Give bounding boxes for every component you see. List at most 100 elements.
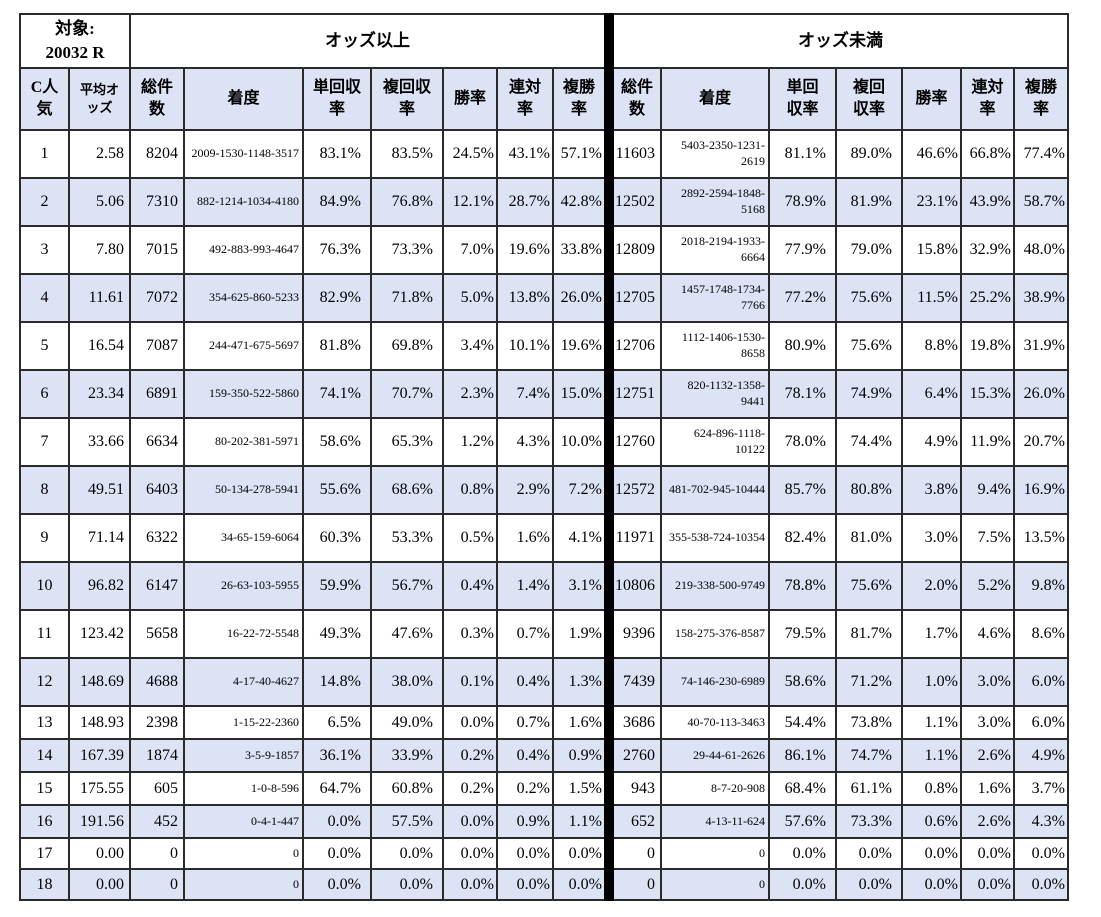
cell-below-place-return: 73.3% [835, 804, 903, 839]
cell-above-place-return: 76.8% [370, 177, 444, 227]
cell-above-place-return: 38.0% [370, 657, 444, 707]
cell-below-win-return: 58.6% [768, 657, 837, 707]
section-header-row: 対象: 20032 R オッズ以上 オッズ未満 [19, 13, 1069, 69]
cell-above-show-rate: 0.9% [552, 738, 610, 773]
cell-above-finish: 159-350-522-5860 [183, 369, 304, 419]
cell-below-quinella-rate: 7.5% [960, 513, 1015, 563]
cell-below-win-return: 0.0% [768, 837, 837, 870]
table-row: 16 191.56 452 0-4-1-447 0.0% 57.5% 0.0% … [19, 804, 1069, 839]
cell-below-show-rate: 20.7% [1013, 417, 1069, 467]
cell-above-win-rate: 5.0% [442, 273, 498, 323]
cell-rank: 5 [19, 321, 70, 371]
header-above-show-rate: 複勝 率 [552, 67, 610, 131]
cell-above-finish: 16-22-72-5548 [183, 609, 304, 659]
cell-below-quinella-rate: 2.6% [960, 738, 1015, 773]
table-header: 対象: 20032 R オッズ以上 オッズ未満 C人 気 平均オ ッズ 総件 数… [19, 13, 1069, 131]
cell-rank: 15 [19, 771, 70, 806]
cell-below-win-rate: 1.7% [901, 609, 962, 659]
cell-below-count: 652 [604, 804, 662, 839]
cell-rank: 8 [19, 465, 70, 515]
section-below-header: オッズ未満 [604, 13, 1069, 69]
cell-above-place-return: 57.5% [370, 804, 444, 839]
cell-avg-odds: 49.51 [68, 465, 131, 515]
cell-above-quinella-rate: 19.6% [496, 225, 554, 275]
cell-above-quinella-rate: 0.4% [496, 738, 554, 773]
cell-above-win-rate: 0.2% [442, 738, 498, 773]
cell-above-finish: 1-0-8-596 [183, 771, 304, 806]
cell-below-count: 0 [604, 837, 662, 870]
cell-above-finish: 80-202-381-5971 [183, 417, 304, 467]
cell-above-win-return: 0.0% [302, 804, 372, 839]
target-label: 対象: [55, 19, 95, 39]
cell-below-finish: 219-338-500-9749 [660, 561, 770, 611]
cell-below-place-return: 81.9% [835, 177, 903, 227]
cell-below-win-return: 78.8% [768, 561, 837, 611]
cell-above-count: 0 [129, 868, 185, 901]
header-below-quinella-rate: 連対 率 [960, 67, 1015, 131]
cell-below-quinella-rate: 15.3% [960, 369, 1015, 419]
cell-above-win-rate: 0.8% [442, 465, 498, 515]
cell-rank: 9 [19, 513, 70, 563]
cell-rank: 3 [19, 225, 70, 275]
cell-below-count: 12706 [604, 321, 662, 371]
cell-below-quinella-rate: 25.2% [960, 273, 1015, 323]
cell-above-count: 0 [129, 837, 185, 870]
cell-above-win-return: 59.9% [302, 561, 372, 611]
cell-below-win-return: 57.6% [768, 804, 837, 839]
cell-below-place-return: 73.8% [835, 705, 903, 740]
cell-avg-odds: 33.66 [68, 417, 131, 467]
cell-above-quinella-rate: 0.4% [496, 657, 554, 707]
header-below-show-rate: 複勝 率 [1013, 67, 1069, 131]
cell-below-place-return: 61.1% [835, 771, 903, 806]
cell-below-finish: 4-13-11-624 [660, 804, 770, 839]
cell-below-show-rate: 6.0% [1013, 657, 1069, 707]
cell-below-win-return: 80.9% [768, 321, 837, 371]
cell-above-place-return: 68.6% [370, 465, 444, 515]
cell-below-place-return: 81.0% [835, 513, 903, 563]
cell-above-win-return: 55.6% [302, 465, 372, 515]
cell-above-finish: 2009-1530-1148-3517 [183, 129, 304, 179]
cell-above-show-rate: 0.0% [552, 868, 610, 901]
cell-below-win-return: 78.1% [768, 369, 837, 419]
cell-below-show-rate: 0.0% [1013, 868, 1069, 901]
table-body: 1 2.58 8204 2009-1530-1148-3517 83.1% 83… [19, 129, 1069, 901]
cell-above-count: 2398 [129, 705, 185, 740]
cell-below-win-return: 79.5% [768, 609, 837, 659]
cell-avg-odds: 5.06 [68, 177, 131, 227]
cell-above-show-rate: 0.0% [552, 837, 610, 870]
cell-avg-odds: 123.42 [68, 609, 131, 659]
cell-below-finish: 5403-2350-1231-2619 [660, 129, 770, 179]
cell-below-win-return: 78.9% [768, 177, 837, 227]
cell-avg-odds: 7.80 [68, 225, 131, 275]
cell-below-win-return: 86.1% [768, 738, 837, 773]
cell-above-show-rate: 33.8% [552, 225, 610, 275]
cell-rank: 6 [19, 369, 70, 419]
cell-above-win-rate: 0.1% [442, 657, 498, 707]
cell-above-place-return: 47.6% [370, 609, 444, 659]
cell-above-quinella-rate: 0.7% [496, 705, 554, 740]
cell-above-finish: 4-17-40-4627 [183, 657, 304, 707]
cell-above-finish: 882-1214-1034-4180 [183, 177, 304, 227]
cell-above-show-rate: 42.8% [552, 177, 610, 227]
cell-above-finish: 492-883-993-4647 [183, 225, 304, 275]
header-avg-odds: 平均オ ッズ [68, 67, 131, 131]
cell-below-show-rate: 4.9% [1013, 738, 1069, 773]
cell-above-count: 7087 [129, 321, 185, 371]
cell-below-quinella-rate: 1.6% [960, 771, 1015, 806]
cell-above-show-rate: 1.1% [552, 804, 610, 839]
cell-above-show-rate: 10.0% [552, 417, 610, 467]
cell-below-show-rate: 13.5% [1013, 513, 1069, 563]
cell-avg-odds: 2.58 [68, 129, 131, 179]
cell-above-show-rate: 15.0% [552, 369, 610, 419]
cell-below-win-rate: 3.8% [901, 465, 962, 515]
cell-avg-odds: 0.00 [68, 868, 131, 901]
cell-rank: 16 [19, 804, 70, 839]
cell-above-count: 5658 [129, 609, 185, 659]
cell-avg-odds: 191.56 [68, 804, 131, 839]
cell-avg-odds: 148.69 [68, 657, 131, 707]
cell-above-win-rate: 0.0% [442, 705, 498, 740]
cell-below-win-rate: 1.0% [901, 657, 962, 707]
cell-below-finish: 74-146-230-6989 [660, 657, 770, 707]
cell-above-win-rate: 0.0% [442, 837, 498, 870]
cell-below-quinella-rate: 0.0% [960, 837, 1015, 870]
